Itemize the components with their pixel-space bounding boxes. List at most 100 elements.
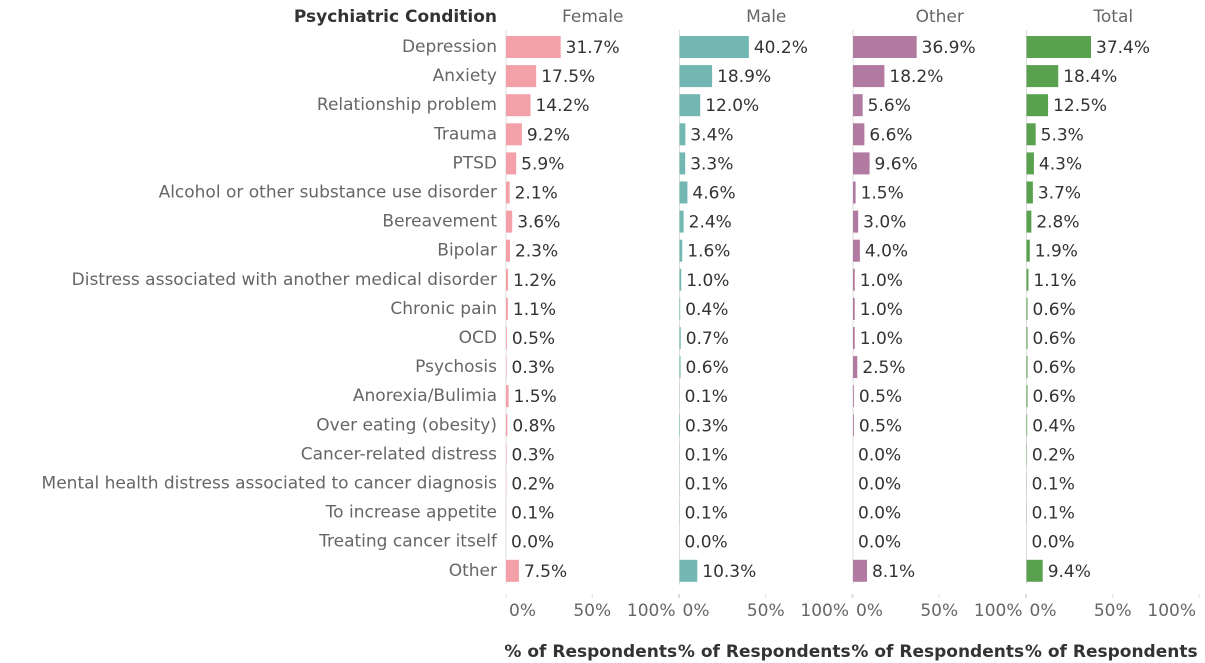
bar bbox=[506, 239, 510, 262]
value-label: 0.0% bbox=[858, 533, 901, 553]
value-label: 2.1% bbox=[515, 184, 558, 204]
value-label: 1.5% bbox=[861, 184, 904, 204]
value-label: 0.5% bbox=[859, 416, 902, 436]
bar bbox=[679, 239, 683, 262]
bar bbox=[679, 297, 681, 320]
bar bbox=[1026, 268, 1029, 291]
bar bbox=[1026, 94, 1049, 117]
value-label: 37.4% bbox=[1096, 38, 1150, 58]
category-label: Alcohol or other substance use disorder bbox=[159, 183, 497, 203]
value-label: 0.6% bbox=[1033, 387, 1076, 407]
category-label: Chronic pain bbox=[390, 299, 497, 319]
value-label: 10.3% bbox=[702, 562, 756, 582]
value-label: 3.6% bbox=[517, 213, 560, 233]
value-label: 1.1% bbox=[513, 300, 556, 320]
bar bbox=[853, 65, 885, 88]
bar bbox=[679, 94, 701, 117]
x-tick-label: 50% bbox=[920, 601, 958, 621]
value-label: 0.0% bbox=[685, 533, 728, 553]
value-label: 3.4% bbox=[690, 125, 733, 145]
bar bbox=[679, 65, 713, 88]
x-tick-label: 50% bbox=[573, 601, 611, 621]
bar bbox=[679, 181, 688, 204]
value-label: 0.1% bbox=[685, 445, 728, 465]
value-label: 2.5% bbox=[862, 358, 905, 378]
bar bbox=[853, 268, 855, 291]
value-label: 1.9% bbox=[1035, 242, 1078, 262]
value-label: 0.5% bbox=[512, 329, 555, 349]
bar bbox=[506, 36, 561, 58]
value-label: 9.6% bbox=[875, 154, 918, 174]
value-label: 0.1% bbox=[685, 475, 728, 495]
value-label: 0.1% bbox=[511, 504, 554, 524]
panel-header: Male bbox=[746, 7, 786, 27]
value-label: 5.6% bbox=[868, 96, 911, 116]
category-label: Psychosis bbox=[415, 357, 497, 377]
value-label: 0.0% bbox=[858, 475, 901, 495]
bar bbox=[1026, 36, 1092, 58]
category-label: Mental health distress associated to can… bbox=[42, 474, 498, 494]
value-label: 8.1% bbox=[872, 562, 915, 582]
value-label: 4.3% bbox=[1039, 154, 1082, 174]
x-axis-label: % of Respondents bbox=[851, 642, 1024, 662]
value-label: 0.4% bbox=[1032, 416, 1075, 436]
category-label: Bereavement bbox=[382, 212, 497, 232]
value-label: 5.3% bbox=[1041, 125, 1084, 145]
value-label: 0.6% bbox=[1033, 358, 1076, 378]
bar bbox=[506, 559, 519, 582]
value-label: 0.1% bbox=[1032, 475, 1075, 495]
x-tick-label: 50% bbox=[1094, 601, 1132, 621]
value-label: 3.3% bbox=[690, 154, 733, 174]
value-label: 1.0% bbox=[860, 329, 903, 349]
value-label: 17.5% bbox=[541, 67, 595, 87]
value-label: 4.0% bbox=[865, 242, 908, 262]
bar bbox=[853, 239, 860, 262]
category-label: Treating cancer itself bbox=[318, 532, 498, 552]
value-label: 12.0% bbox=[705, 96, 759, 116]
category-label: OCD bbox=[459, 328, 497, 348]
value-label: 18.4% bbox=[1063, 67, 1117, 87]
bar bbox=[1026, 181, 1033, 204]
bar bbox=[1026, 327, 1028, 349]
bar bbox=[679, 152, 686, 175]
panel-header: Other bbox=[916, 7, 964, 27]
bar bbox=[853, 36, 917, 58]
value-label: 1.1% bbox=[1033, 271, 1076, 291]
x-tick-label: 100% bbox=[974, 601, 1023, 621]
bar bbox=[853, 356, 858, 379]
x-tick-label: 0% bbox=[683, 601, 710, 621]
bar bbox=[506, 268, 509, 291]
panel-header: Female bbox=[562, 7, 623, 27]
bar bbox=[1026, 152, 1034, 175]
value-label: 5.9% bbox=[521, 154, 564, 174]
x-tick-label: 100% bbox=[627, 601, 676, 621]
value-label: 1.5% bbox=[514, 387, 557, 407]
panel-header: Total bbox=[1092, 7, 1133, 27]
value-label: 0.0% bbox=[511, 533, 554, 553]
bar bbox=[1026, 414, 1028, 437]
value-label: 2.4% bbox=[689, 213, 732, 233]
category-label: Trauma bbox=[433, 124, 497, 144]
bar bbox=[1026, 210, 1032, 233]
category-label: Distress associated with another medical… bbox=[72, 270, 497, 290]
value-label: 0.3% bbox=[512, 445, 555, 465]
bar bbox=[853, 152, 870, 175]
value-label: 0.0% bbox=[858, 504, 901, 524]
bar bbox=[679, 36, 749, 58]
value-label: 36.9% bbox=[922, 38, 976, 58]
bar bbox=[506, 356, 507, 379]
category-label: Depression bbox=[402, 37, 497, 57]
bar bbox=[853, 385, 854, 408]
x-axis-label: % of Respondents bbox=[678, 642, 851, 662]
bar bbox=[853, 94, 863, 117]
x-axis-label: % of Respondents bbox=[504, 642, 677, 662]
value-label: 12.5% bbox=[1053, 96, 1107, 116]
category-label: Anorexia/Bulimia bbox=[353, 386, 497, 406]
bar bbox=[679, 210, 684, 233]
bar bbox=[1026, 123, 1036, 146]
value-label: 0.2% bbox=[511, 475, 554, 495]
bar bbox=[506, 123, 522, 146]
value-label: 0.1% bbox=[685, 504, 728, 524]
bar bbox=[853, 559, 867, 582]
x-tick-label: 0% bbox=[1030, 601, 1057, 621]
